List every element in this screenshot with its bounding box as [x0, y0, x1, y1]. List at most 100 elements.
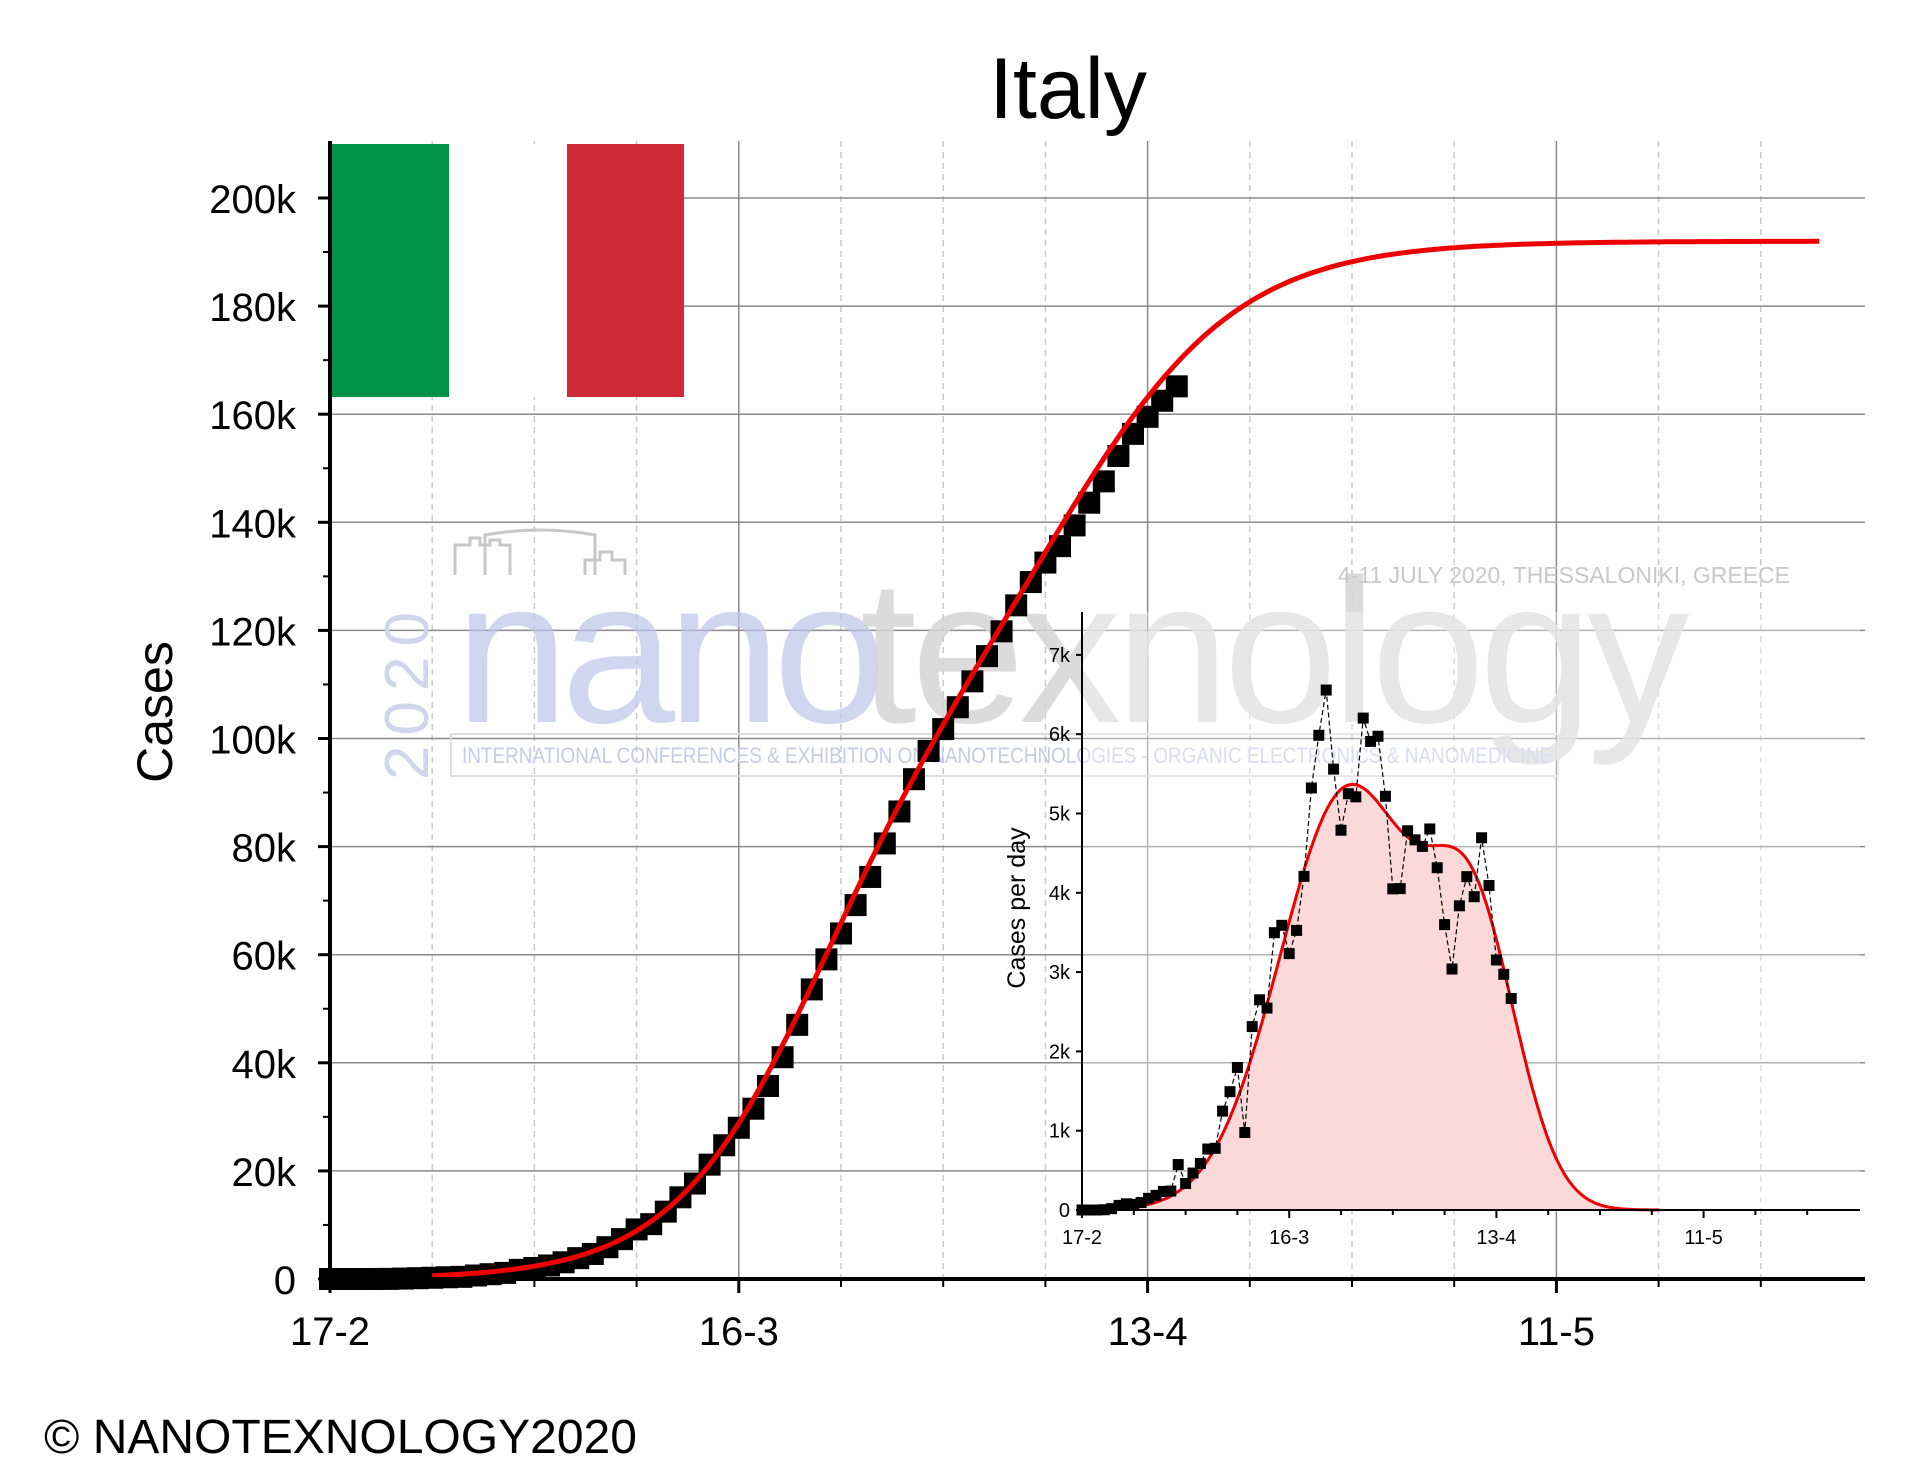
main-axes — [328, 141, 1865, 1281]
daily-data-point — [1268, 927, 1280, 939]
daily-data-point — [1261, 1002, 1273, 1014]
data-point — [1063, 514, 1086, 537]
daily-data-point — [1350, 791, 1362, 803]
x-tick-label: 13-4 — [1108, 1310, 1188, 1354]
daily-data-point — [1202, 1143, 1214, 1155]
daily-data-point — [1283, 948, 1295, 960]
copyright-credit: © NANOTEXNOLOGY2020 — [44, 1411, 637, 1464]
daily-data-point — [1372, 730, 1384, 742]
daily-data-point — [1209, 1142, 1221, 1154]
inset-y-axis-label: Cases per day — [1003, 827, 1031, 989]
daily-data-point — [1483, 880, 1495, 892]
y-tick-label: 60k — [232, 935, 297, 979]
daily-data-point — [1468, 891, 1480, 903]
inset-y-tick-label: 5k — [1049, 804, 1071, 826]
watermark-tagline: 4-11 JULY 2020, THESSALONIKI, GREECE — [1338, 562, 1790, 588]
inset-y-tick-label: 7k — [1049, 645, 1071, 667]
watermark-word-nano: nano — [455, 537, 879, 766]
daily-data-point — [1461, 871, 1473, 883]
daily-data-point — [1424, 823, 1436, 835]
daily-data-point — [1106, 1203, 1118, 1215]
inset-y-tick-labels: 0 1k 2k 3k 4k 5k 6k 7k — [1049, 645, 1082, 1222]
daily-data-point — [1305, 782, 1317, 794]
daily-data-point — [1224, 1086, 1236, 1098]
daily-fit-curve — [1082, 782, 1660, 1212]
daily-data-point — [1143, 1192, 1155, 1204]
watermark-year: 2020 — [373, 602, 442, 780]
daily-data-point — [1172, 1159, 1184, 1171]
y-axis-label: Cases — [127, 641, 183, 783]
data-point — [1107, 444, 1130, 467]
daily-data-point — [1246, 1021, 1258, 1033]
data-point — [742, 1097, 765, 1120]
x-tick-label: 17-2 — [290, 1310, 370, 1354]
flag-green-stripe — [332, 144, 449, 397]
x-tick-labels: 17-2 16-3 13-4 11-5 — [290, 1279, 1762, 1354]
y-tick-label: 120k — [209, 610, 297, 654]
inset-y-tick-label: 3k — [1049, 962, 1071, 984]
daily-data-point — [1409, 834, 1421, 846]
nanotexnology-watermark: 2020 nano texnology 4-11 JULY 2020, THES… — [373, 528, 1790, 780]
daily-data-point — [1135, 1197, 1147, 1209]
inset-x-tick-label: 16-3 — [1269, 1227, 1309, 1249]
y-tick-labels: 0 20k 40k 60k 80k 100k 120k 140k 160k 180k 200k — [209, 178, 330, 1303]
daily-data-point — [1194, 1157, 1206, 1169]
data-point — [1092, 470, 1115, 493]
flag-red-stripe — [567, 144, 684, 397]
daily-data-point — [1490, 954, 1502, 966]
daily-data-point — [1254, 994, 1266, 1006]
watermark-word-texnology: texnology — [860, 537, 1690, 766]
daily-data-point — [1394, 883, 1406, 895]
daily-data-point — [1313, 729, 1325, 741]
daily-data-point — [1128, 1198, 1140, 1210]
daily-data-point — [1239, 1127, 1251, 1139]
daily-data-point — [1120, 1198, 1132, 1210]
inset-y-tick-label: 1k — [1049, 1121, 1071, 1143]
data-point — [1165, 375, 1188, 398]
daily-data-point — [1439, 919, 1451, 931]
y-tick-label: 0 — [274, 1259, 296, 1303]
flag-white-stripe — [449, 144, 567, 397]
daily-data-point — [1379, 790, 1391, 802]
y-tick-label: 40k — [232, 1043, 297, 1087]
inset-x-tick-label: 11-5 — [1684, 1227, 1723, 1249]
inset-y-tick-label: 4k — [1049, 883, 1071, 905]
daily-data-point — [1476, 832, 1488, 844]
cumulative-cases-points — [319, 375, 1188, 1290]
y-tick-label: 80k — [232, 827, 297, 871]
daily-data-point — [1416, 840, 1428, 852]
watermark-subtitle-box — [450, 733, 1559, 777]
daily-data-point — [1276, 919, 1288, 931]
chart-title: Italy — [989, 41, 1147, 137]
y-tick-label: 200k — [209, 178, 297, 222]
cumulative-fit-curve — [432, 238, 1820, 1279]
daily-data-point — [1335, 824, 1347, 836]
y-tick-label: 100k — [209, 719, 297, 763]
y-tick-label: 140k — [209, 502, 297, 546]
italian-flag — [332, 144, 684, 397]
white-tower-logo — [453, 528, 627, 575]
inset-y-tick-label: 0 — [1059, 1200, 1070, 1222]
daily-data-point — [1505, 993, 1517, 1005]
inset-y-tick-label: 6k — [1049, 724, 1071, 746]
daily-cases-points — [1076, 684, 1517, 1216]
daily-data-point — [1298, 870, 1310, 882]
daily-data-point — [1217, 1105, 1229, 1117]
daily-data-point — [1365, 735, 1377, 747]
inset-x-tick-labels: 17-2 16-3 13-4 11-5 — [1062, 1210, 1809, 1249]
daily-data-point — [1320, 684, 1332, 696]
daily-data-point — [1453, 900, 1465, 912]
daily-data-point — [1157, 1185, 1169, 1197]
daily-data-point — [1342, 788, 1354, 800]
y-tick-label: 160k — [209, 394, 297, 438]
data-point — [1078, 491, 1101, 514]
daily-data-point — [1291, 924, 1303, 936]
daily-data-point — [1165, 1185, 1177, 1197]
watermark-subtitle: INTERNATIONAL CONFERENCES & EXHIBITION O… — [462, 743, 1552, 768]
daily-data-point — [1328, 763, 1340, 775]
inset-x-tick-label: 17-2 — [1062, 1227, 1102, 1249]
daily-fit-area — [1082, 784, 1660, 1210]
inset-x-tick-label: 13-4 — [1476, 1227, 1516, 1249]
y-tick-label: 20k — [232, 1151, 297, 1195]
